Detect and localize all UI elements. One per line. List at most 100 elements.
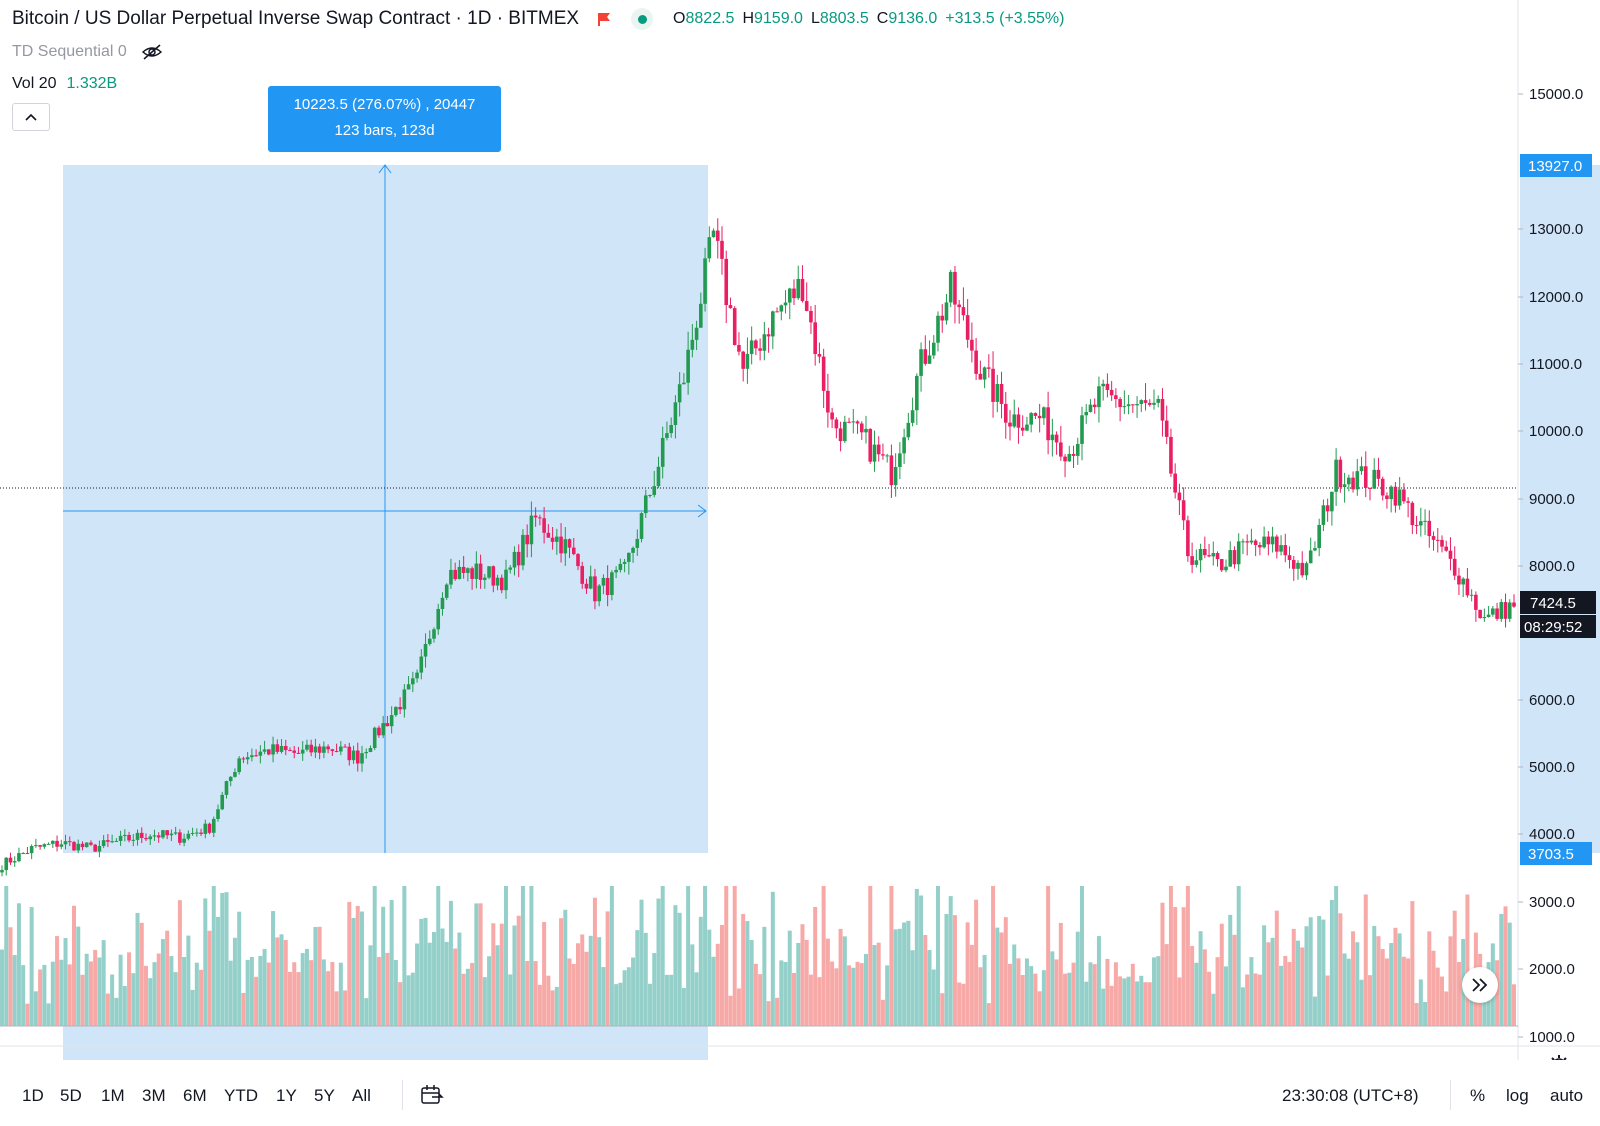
volume-bar (504, 886, 508, 1026)
candle-body (402, 689, 407, 710)
volume-bar (571, 963, 576, 1026)
volume-bar (1147, 982, 1152, 1026)
volume-bar (432, 932, 436, 1026)
candle-body (21, 853, 25, 855)
candle-body (254, 755, 258, 757)
volume-bar (1101, 988, 1106, 1026)
volume-bar (33, 991, 38, 1026)
candle-body (677, 384, 682, 403)
hidden-eye-icon[interactable] (141, 43, 163, 61)
volume-bar (1380, 949, 1385, 1026)
volume-bar (410, 972, 415, 1026)
candle-body (12, 861, 17, 863)
volume-bar (1050, 951, 1055, 1026)
volume-bar (1071, 962, 1076, 1026)
range-ytd-button[interactable]: YTD (224, 1086, 258, 1105)
candle-body (394, 706, 398, 716)
candle-body (144, 837, 148, 840)
candle-body (1198, 548, 1203, 561)
candle-body (207, 823, 212, 833)
volume-bar (1368, 975, 1372, 1026)
range-all-button[interactable]: All (352, 1086, 371, 1105)
range-5y-button[interactable]: 5Y (314, 1086, 335, 1105)
volume-bar (669, 974, 674, 1026)
candle-body (1253, 540, 1258, 546)
candle-body (931, 342, 936, 356)
candle-body (1186, 520, 1190, 557)
candle-body (732, 308, 737, 346)
range-1y-button[interactable]: 1Y (276, 1086, 297, 1105)
candle-body (1342, 484, 1347, 488)
volume-bar (1423, 1002, 1428, 1026)
indicator-legend[interactable]: TD Sequential 0 (12, 43, 163, 61)
range-3m-button[interactable]: 3M (142, 1086, 166, 1105)
volume-legend[interactable]: Vol 20 1.332B (12, 75, 117, 93)
calendar-goto-icon[interactable] (420, 1084, 444, 1106)
volume-bar (550, 990, 555, 1026)
volume-bar (1211, 993, 1216, 1026)
candle-body (995, 384, 1000, 402)
price-chart[interactable]: 15000.0 13000.0 12000.0 11000.0 10000.0 9000.… (0, 0, 1600, 1060)
price-axis[interactable]: 15000.0 13000.0 12000.0 11000.0 10000.0 9000.… (1518, 86, 1583, 1046)
volume-bar (732, 886, 737, 1026)
candle-body (711, 230, 716, 238)
gear-icon[interactable] (1549, 1055, 1569, 1060)
candle-body (533, 515, 538, 518)
volume-bar (690, 944, 695, 1026)
volume-bar (1092, 964, 1097, 1026)
auto-scale-toggle[interactable]: auto (1550, 1086, 1584, 1105)
candle-body (330, 749, 335, 752)
volume-bar (728, 995, 733, 1026)
volume-bar (969, 944, 974, 1026)
candle-body (728, 305, 733, 309)
volume-bar (351, 917, 356, 1026)
time-axis[interactable]: Mar Apr May Jun Jul Aug Sep Oct Nov (81, 1059, 1391, 1060)
volume-bar (707, 929, 712, 1026)
volume-bar (309, 960, 314, 1026)
volume-bar (673, 905, 678, 1026)
range-6m-button[interactable]: 6M (183, 1086, 207, 1105)
volume-bar (1109, 985, 1114, 1026)
volume-bar (1240, 987, 1245, 1026)
candle-body (1241, 541, 1245, 543)
candle-body (326, 746, 330, 750)
volume-bar (698, 916, 703, 1026)
timezone-clock[interactable]: 23:30:08 (UTC+8) (1282, 1086, 1419, 1105)
price-tick-label: 1000.0 (1529, 1029, 1575, 1046)
range-1d-button[interactable]: 1D (22, 1086, 44, 1105)
candle-body (830, 412, 834, 420)
candle-body (550, 537, 555, 542)
time-tick-label: Apr (244, 1059, 267, 1060)
candle-body (250, 755, 254, 758)
time-tick-label: Mar (81, 1059, 107, 1060)
collapse-legend-button[interactable] (12, 103, 50, 131)
candle-body (1368, 487, 1372, 489)
candle-body (406, 684, 411, 690)
volume-bar (381, 906, 386, 1026)
log-toggle[interactable]: log (1506, 1086, 1529, 1105)
candle-body (1503, 602, 1508, 619)
volume-bar (1321, 919, 1326, 1026)
price-tick-label: 2000.0 (1529, 961, 1575, 978)
symbol-title[interactable]: Bitcoin / US Dollar Perpetual Inverse Sw… (12, 8, 580, 29)
range-low-label: 3703.5 (1528, 846, 1574, 863)
volume-bar (664, 974, 669, 1026)
range-1m-button[interactable]: 1M (101, 1086, 125, 1105)
range-5d-button[interactable]: 5D (60, 1086, 82, 1105)
candle-body (84, 842, 89, 848)
volume-bar (626, 967, 631, 1026)
candle-body (855, 421, 860, 424)
high-value: 9159.0 (754, 10, 803, 27)
price-tick-label: 12000.0 (1529, 289, 1583, 306)
scroll-to-realtime-button[interactable] (1462, 967, 1498, 1003)
candle-body (131, 839, 136, 841)
volume-bar (677, 912, 682, 1026)
volume-bar (639, 899, 644, 1026)
flag-icon[interactable] (597, 12, 611, 26)
volume-bar (1308, 917, 1313, 1026)
candle-body (1266, 536, 1271, 545)
percent-toggle[interactable]: % (1470, 1086, 1486, 1105)
candle-body (982, 367, 987, 380)
volume-bar (1245, 974, 1250, 1026)
candle-body (588, 576, 593, 589)
